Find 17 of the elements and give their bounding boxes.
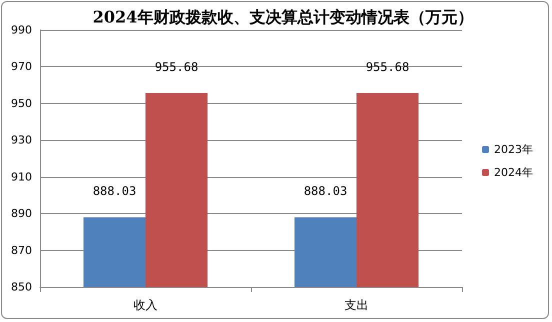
y-tick-label: 870 (11, 244, 32, 257)
y-tick-label: 850 (11, 280, 32, 294)
x-tick-label: 支出 (344, 298, 368, 312)
x-tick-label: 收入 (134, 298, 158, 312)
data-label: 955.68 (366, 60, 410, 74)
chart-title: 2024年财政拨款收、支决算总计变动情况表（万元） (92, 8, 474, 26)
y-tick-label: 930 (11, 134, 32, 147)
y-tick-label: 970 (11, 60, 32, 74)
y-tick-label: 990 (11, 24, 32, 36)
legend-label: 2023年 (494, 143, 534, 156)
data-label: 888.03 (304, 184, 348, 198)
y-tick-label: 950 (11, 96, 32, 110)
y-tick-label: 890 (11, 207, 32, 220)
y-tick-label: 910 (11, 170, 32, 184)
data-label: 955.68 (154, 60, 198, 74)
legend-label: 2024年 (494, 166, 534, 179)
data-label: 888.03 (92, 184, 136, 198)
